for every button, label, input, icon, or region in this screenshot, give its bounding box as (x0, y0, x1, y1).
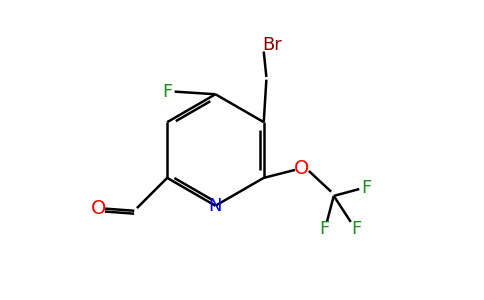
Text: Br: Br (262, 36, 282, 54)
Text: O: O (91, 199, 106, 218)
Text: N: N (209, 197, 222, 215)
Text: O: O (294, 159, 310, 178)
Text: F: F (362, 179, 372, 197)
Text: F: F (351, 220, 361, 238)
Text: F: F (319, 220, 329, 238)
Text: F: F (163, 82, 173, 100)
